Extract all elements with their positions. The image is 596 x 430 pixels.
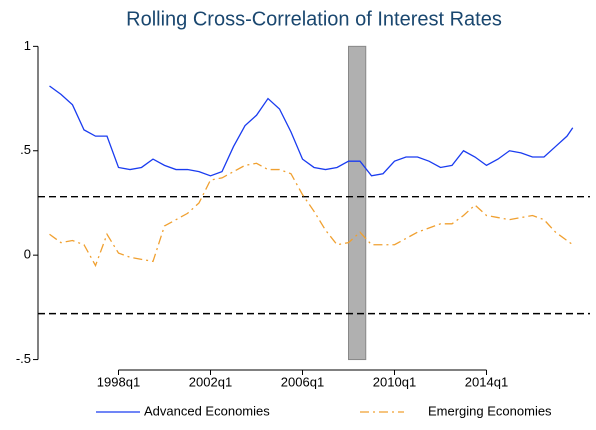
chart-title: Rolling Cross-Correlation of Interest Ra…	[126, 8, 502, 30]
series-line	[49, 85, 574, 177]
x-tick-label: 2006q1	[281, 374, 324, 389]
y-tick-label: .5	[20, 142, 31, 157]
x-tick-label: 2010q1	[373, 374, 416, 389]
legend-label: Advanced Economies	[144, 403, 270, 418]
y-tick-label: 1	[24, 38, 31, 53]
x-tick-label: 1998q1	[97, 374, 140, 389]
legend-label: Emerging Economies	[428, 403, 552, 418]
y-tick-label: -.5	[16, 351, 31, 366]
x-tick-label: 2002q1	[189, 374, 232, 389]
series-line	[49, 162, 574, 268]
y-tick-label: 0	[24, 247, 31, 262]
x-tick-label: 2014q1	[465, 374, 508, 389]
shaded-region	[348, 45, 367, 361]
